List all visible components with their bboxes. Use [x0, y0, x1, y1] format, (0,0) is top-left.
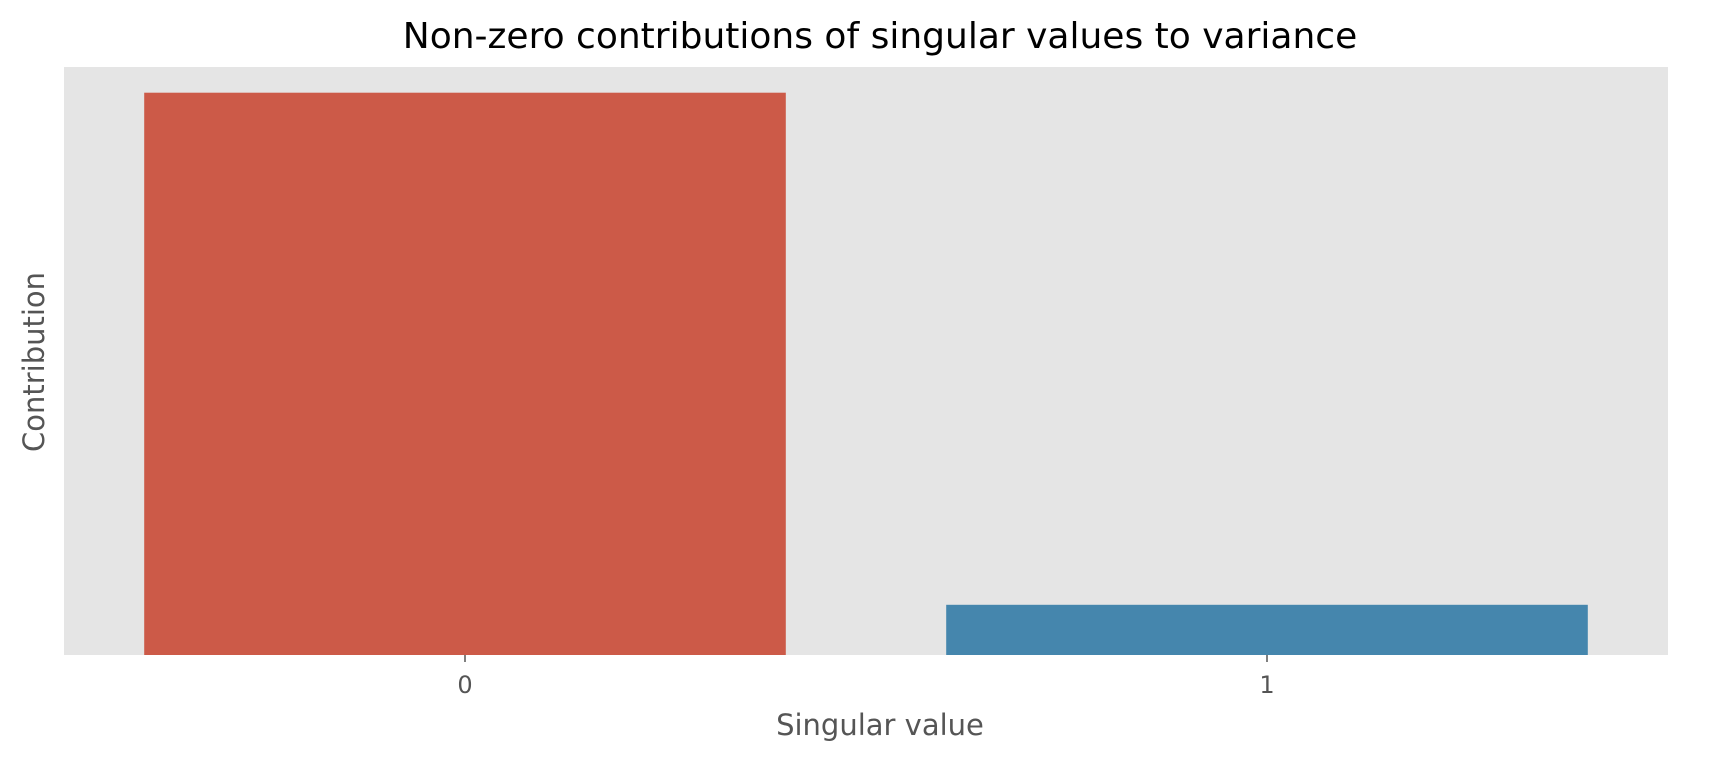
chart-title: Non-zero contributions of singular value…	[403, 16, 1357, 57]
x-axis-label: Singular value	[776, 708, 984, 742]
y-axis-label: Contribution	[17, 272, 51, 452]
bar-1	[946, 604, 1588, 655]
x-tick-label: 1	[1259, 671, 1274, 699]
bars	[144, 92, 1588, 655]
x-tick-label: 0	[457, 671, 472, 699]
bar-0	[144, 92, 786, 655]
